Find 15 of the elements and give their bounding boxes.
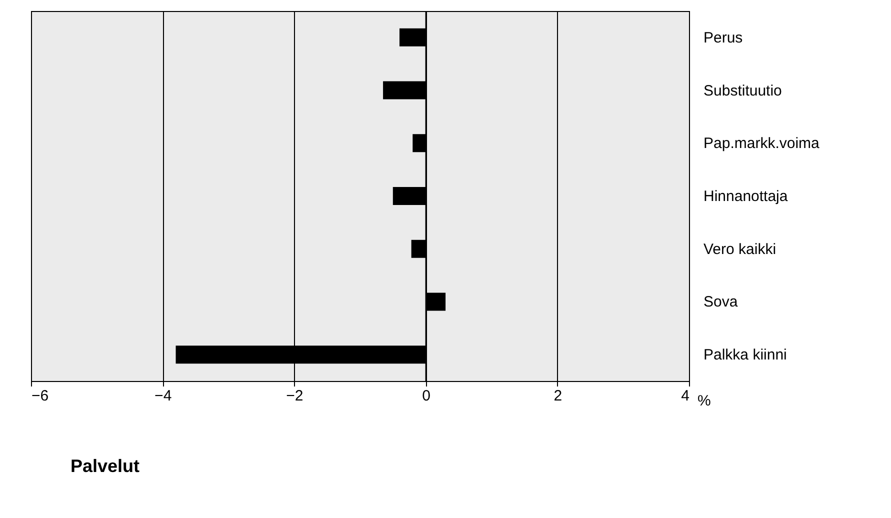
x-axis-title: % <box>698 392 711 410</box>
y-tick-label: Palkka kiinni <box>704 346 787 364</box>
y-tick-label: Substituutio <box>704 82 782 100</box>
x-tick-label: −4 <box>154 388 172 404</box>
x-tick-label: 4 <box>681 388 690 404</box>
x-tick-label: −6 <box>32 388 49 404</box>
y-tick-label: Perus <box>704 29 743 46</box>
x-tick-label: 2 <box>554 388 562 404</box>
y-tick-label: Pap.markk.voima <box>704 135 820 152</box>
y-tick-label: Sova <box>704 294 738 311</box>
text: Palvelut <box>70 456 140 476</box>
x-tick-label: −2 <box>286 388 304 404</box>
x-tick-label: 0 <box>422 388 430 404</box>
y-tick-label: Hinnanottaja <box>704 188 788 205</box>
y-tick-label: Vero kaikki <box>704 240 776 258</box>
